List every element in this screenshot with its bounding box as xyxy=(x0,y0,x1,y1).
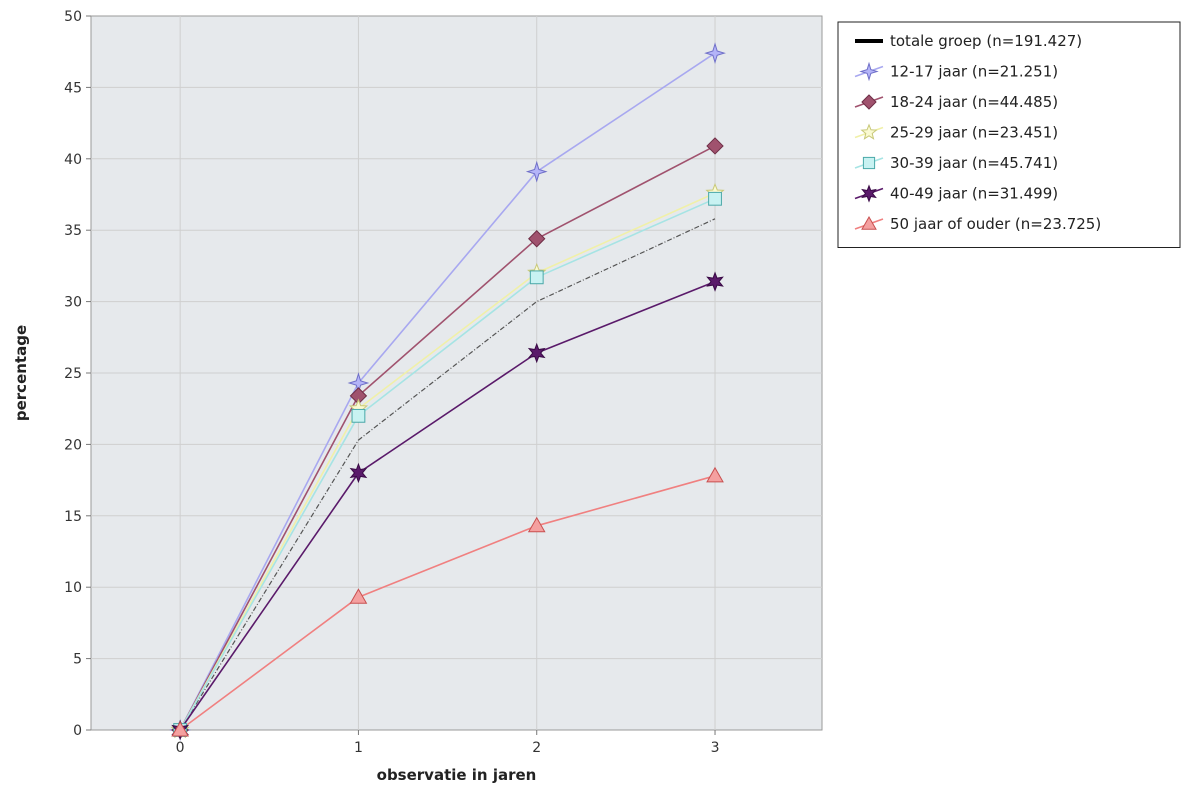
y-tick-label: 15 xyxy=(64,509,82,525)
data-point-s2-2 xyxy=(528,230,546,248)
legend-label-0: totale groep (n=191.427) xyxy=(890,32,1082,50)
legend-marker-4 xyxy=(862,156,876,170)
x-tick-label: 2 xyxy=(532,740,541,756)
y-tick-label: 10 xyxy=(64,580,82,596)
y-tick-label: 50 xyxy=(64,9,82,25)
legend-label-1: 12-17 jaar (n=21.251) xyxy=(890,63,1058,81)
legend-label-4: 30-39 jaar (n=45.741) xyxy=(890,154,1058,172)
legend-marker-1 xyxy=(859,61,879,82)
legend-marker-2 xyxy=(861,94,877,110)
x-tick-label: 1 xyxy=(354,740,363,756)
y-tick-label: 45 xyxy=(64,80,82,96)
x-tick-label: 0 xyxy=(176,740,185,756)
data-point-s4-2 xyxy=(529,270,544,285)
legend-label-2: 18-24 jaar (n=44.485) xyxy=(890,93,1058,111)
data-point-s4-1 xyxy=(351,408,366,423)
series-line-0 xyxy=(179,218,716,731)
legend-label-6: 50 jaar of ouder (n=23.725) xyxy=(890,215,1101,233)
data-point-s5-3 xyxy=(706,271,724,292)
y-tick-label: 40 xyxy=(64,152,82,168)
data-point-s1-2 xyxy=(525,160,548,183)
legend-box xyxy=(837,21,1181,248)
y-tick-label: 5 xyxy=(73,652,82,668)
legend-label-5: 40-49 jaar (n=31.499) xyxy=(890,185,1058,203)
plot-area: 0 5 10 15 20 25 30 35 40 45 50 0 1 2 3 xyxy=(64,9,823,756)
y-tick-label: 20 xyxy=(64,437,82,453)
data-point-s1-3 xyxy=(704,42,726,65)
series-line-2 xyxy=(179,145,716,731)
data-point-s6-1 xyxy=(349,588,368,604)
data-point-s2-3 xyxy=(706,137,724,155)
y-tick-label: 30 xyxy=(64,295,82,311)
series-line-5 xyxy=(179,280,716,731)
data-point-s4-3 xyxy=(708,191,722,206)
x-axis-title: observatie in jaren xyxy=(377,766,537,784)
legend-marker-3 xyxy=(860,123,878,140)
legend-label-3: 25-29 jaar (n=23.451) xyxy=(890,124,1058,142)
y-axis-title: percentage xyxy=(12,325,30,421)
series-line-3 xyxy=(179,192,716,731)
data-point-s6-2 xyxy=(527,516,546,533)
y-tick-label: 35 xyxy=(64,223,82,239)
series-line-1 xyxy=(179,52,716,731)
series-line-6 xyxy=(179,475,716,731)
legend: totale groep (n=191.427) 12-17 jaar (n=21… xyxy=(837,21,1181,248)
data-point-s6-0 xyxy=(171,720,190,737)
x-tick-label: 3 xyxy=(711,740,720,756)
legend-marker-5 xyxy=(861,184,877,203)
data-point-s6-3 xyxy=(706,466,724,483)
data-point-s5-1 xyxy=(349,462,368,484)
y-tick-label: 0 xyxy=(73,723,82,739)
legend-marker-6 xyxy=(861,215,877,230)
data-point-s5-2 xyxy=(527,342,546,364)
y-tick-label: 25 xyxy=(64,366,82,382)
series-line-4 xyxy=(179,198,716,731)
